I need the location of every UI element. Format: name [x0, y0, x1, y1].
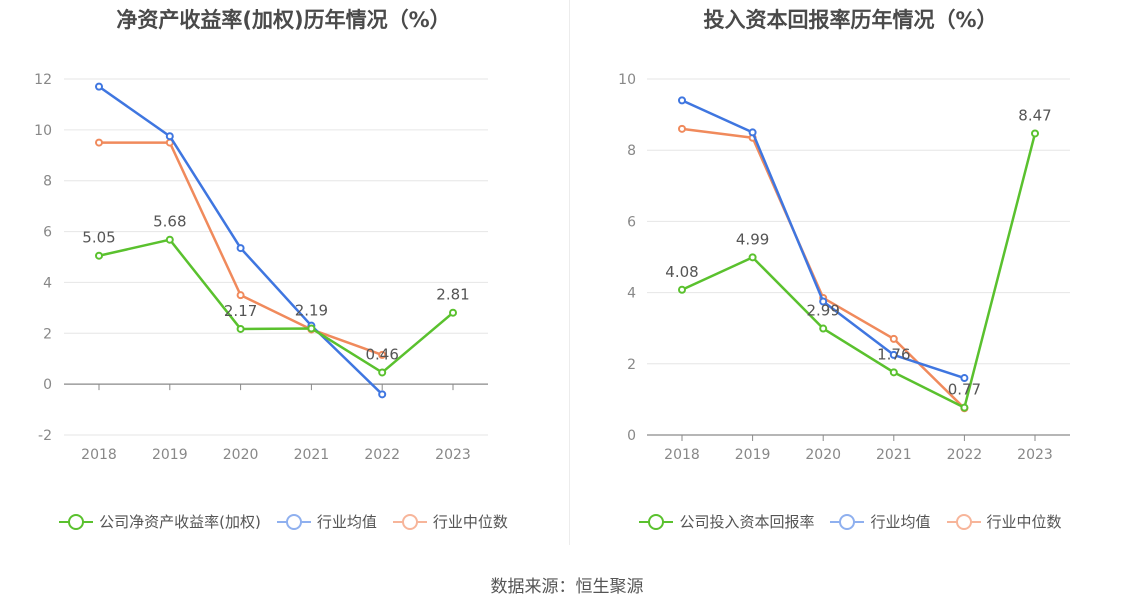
roe-chart-plot: -2 0 2 4 6 8 10 12 2018 2019 2020 2021 2022 2023 5.05 5… [34, 72, 488, 463]
roe-company-point [95, 251, 103, 260]
roe-company-point [236, 324, 245, 333]
roic-industry-median-line [681, 127, 966, 410]
roe-company-data-label: 5.68 [153, 213, 186, 231]
roe-chart-panel: 净资产收益率(加权)历年情况（%） -2 0 2 4 6 8 10 12 2018 2019 202… [0, 0, 567, 560]
legend-avg-label: 行业均值 [316, 513, 377, 531]
roe-industry-avg-point [378, 390, 387, 399]
legend-avg-label: 行业均值 [870, 513, 931, 531]
legend-median-marker-icon [392, 513, 427, 530]
roe-company-data-label: 0.46 [365, 345, 398, 363]
legend-avg-marker-icon [830, 513, 865, 530]
legend-industry-avg[interactable]: 行业均值 [830, 511, 931, 532]
roe-industry-median-point [95, 138, 103, 147]
roe-y-tick-label: 0 [43, 377, 52, 393]
roic-company-point [819, 324, 828, 333]
roe-x-tick-label: 2022 [364, 447, 400, 463]
roe-x-tick-label: 2018 [81, 447, 117, 463]
roe-y-tick-label: 2 [43, 326, 52, 342]
roic-company-data-label: 1.76 [877, 345, 910, 363]
roic-company-data-label: 4.08 [665, 263, 698, 281]
roe-y-tick-label: 6 [43, 225, 52, 241]
roic-y-tick-label: 2 [627, 357, 636, 373]
roe-company-point [165, 235, 174, 244]
legend-median-label: 行业中位数 [986, 513, 1062, 531]
roic-y-tick-label: 4 [627, 286, 636, 302]
legend-industry-median[interactable]: 行业中位数 [392, 511, 508, 532]
roic-company-data-label: 2.99 [806, 302, 839, 320]
roic-y-tick-label: 8 [627, 143, 636, 159]
roe-x-tick-label: 2023 [435, 447, 471, 463]
roe-industry-avg-line [98, 85, 384, 396]
roe-industry-avg-point [95, 82, 103, 91]
roic-industry-avg-point [678, 96, 686, 105]
roic-company-point [1031, 129, 1039, 138]
roic-y-tick-label: 6 [627, 214, 636, 230]
roic-y-tick-label: 10 [618, 72, 636, 88]
roe-x-tick-label: 2019 [152, 447, 188, 463]
panel-divider [569, 0, 570, 545]
roe-y-tick-label: 4 [43, 275, 52, 291]
legend-industry-median[interactable]: 行业中位数 [946, 511, 1062, 532]
roe-company-data-label: 2.19 [295, 301, 328, 319]
legend-median-marker-icon [946, 513, 981, 530]
roic-industry-median-point [889, 334, 898, 343]
roic-chart-plot: 0 2 4 6 8 10 2018 2019 2020 2021 2022 2023 4.08 4.99 2… [618, 72, 1070, 463]
roe-company-data-label: 2.81 [436, 286, 469, 304]
legend-company-roe[interactable]: 公司净资产收益率(加权) [59, 511, 261, 532]
legend-company-marker-icon [59, 513, 94, 530]
roic-chart-title: 投入资本回报率历年情况（%） [703, 8, 998, 32]
legend-company-label: 公司投入资本回报率 [679, 513, 815, 531]
roic-x-tick-label: 2021 [876, 447, 912, 463]
roe-industry-avg-point [236, 244, 245, 253]
legend-median-label: 行业中位数 [432, 513, 508, 531]
roe-industry-avg-point [165, 132, 174, 141]
data-source-note: 数据来源：恒生聚源 [490, 577, 644, 597]
roic-x-tick-label: 2019 [735, 447, 771, 463]
roe-y-tick-label: 10 [34, 123, 52, 139]
roic-x-tick-label: 2022 [947, 447, 983, 463]
roic-industry-avg-point [889, 350, 898, 359]
roic-company-point [960, 403, 969, 412]
roe-company-point [378, 368, 387, 377]
roic-industry-avg-point [960, 374, 969, 383]
roic-x-tick-label: 2018 [664, 447, 700, 463]
roic-x-tick-label: 2023 [1017, 447, 1053, 463]
roe-y-tick-label: 12 [34, 72, 52, 88]
roic-company-data-label: 8.47 [1018, 106, 1051, 124]
roe-x-tick-label: 2021 [294, 447, 330, 463]
roe-company-data-label: 5.05 [82, 229, 115, 247]
roic-company-point [889, 368, 898, 377]
roic-company-data-label: 4.99 [736, 230, 769, 248]
roic-x-tick-label: 2020 [805, 447, 841, 463]
roic-company-point [678, 285, 686, 294]
roic-legend: 公司投入资本回报率 行业均值 行业中位数 [567, 511, 1134, 532]
roic-company-line [681, 133, 1037, 409]
roic-industry-avg-point [748, 128, 757, 137]
legend-company-label: 公司净资产收益率(加权) [99, 513, 261, 531]
roe-industry-median-point [236, 291, 245, 300]
roic-company-point [748, 253, 757, 262]
roe-x-tick-label: 2020 [223, 447, 259, 463]
roic-chart-panel: 投入资本回报率历年情况（%） 0 2 4 6 8 10 2018 2019 2020 2021 20… [567, 0, 1134, 560]
roe-company-line [98, 238, 454, 374]
legend-industry-avg[interactable]: 行业均值 [276, 511, 377, 532]
roe-company-data-label: 2.17 [224, 302, 257, 320]
roe-company-point [449, 308, 457, 317]
roe-legend: 公司净资产收益率(加权) 行业均值 行业中位数 [0, 511, 567, 532]
roic-y-tick-label: 0 [627, 428, 636, 444]
roe-chart-title: 净资产收益率(加权)历年情况（%） [116, 8, 451, 32]
roe-company-point [307, 324, 316, 333]
roe-y-tick-label: -2 [38, 428, 52, 444]
roe-industry-median-point [378, 350, 387, 359]
roic-industry-median-point [678, 124, 686, 133]
roic-company-data-label: 0.77 [948, 381, 981, 399]
roic-industry-avg-point [819, 297, 828, 306]
legend-company-roic[interactable]: 公司投入资本回报率 [639, 511, 814, 532]
legend-company-marker-icon [639, 513, 674, 530]
legend-avg-marker-icon [276, 513, 311, 530]
roe-y-tick-label: 8 [43, 174, 52, 190]
roic-industry-avg-line [681, 99, 965, 380]
